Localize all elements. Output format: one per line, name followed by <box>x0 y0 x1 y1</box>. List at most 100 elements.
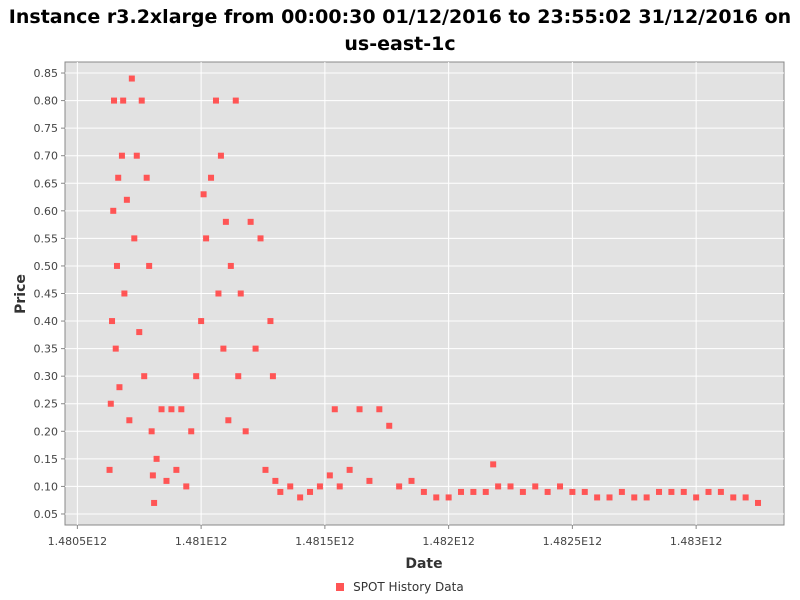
y-tick-label: 0.45 <box>34 288 59 301</box>
data-point <box>544 488 551 495</box>
data-point <box>158 406 165 413</box>
data-point <box>262 466 269 473</box>
grid-lines <box>65 62 784 525</box>
data-point <box>123 196 130 203</box>
data-point <box>115 174 122 181</box>
y-tick-label: 0.60 <box>34 205 59 218</box>
x-tick-label: 1.483E12 <box>670 535 722 548</box>
data-point <box>215 290 222 297</box>
data-point <box>217 152 224 159</box>
data-point <box>386 422 393 429</box>
y-tick-label: 0.10 <box>34 480 59 493</box>
data-point <box>331 406 338 413</box>
data-point <box>717 488 724 495</box>
data-point <box>220 345 227 352</box>
data-point <box>113 262 120 269</box>
data-point <box>153 455 160 462</box>
data-point <box>569 488 576 495</box>
chart-title-line-1: Instance r3.2xlarge from 00:00:30 01/12/… <box>8 6 792 28</box>
data-point <box>138 97 145 104</box>
data-point <box>200 191 207 198</box>
x-tick-label: 1.4825E12 <box>543 535 602 548</box>
data-point <box>242 428 249 435</box>
chart-title-line-2: us-east-1c <box>344 33 456 55</box>
data-point <box>188 428 195 435</box>
data-point <box>136 329 143 336</box>
data-point <box>107 400 114 407</box>
data-point <box>557 483 564 490</box>
x-tick-label: 1.4805E12 <box>48 535 107 548</box>
data-point <box>730 494 737 501</box>
data-point <box>173 466 180 473</box>
data-point <box>106 466 113 473</box>
data-point <box>507 483 514 490</box>
data-point <box>208 174 215 181</box>
data-point <box>482 488 489 495</box>
data-point <box>126 417 133 424</box>
data-point <box>212 97 219 104</box>
y-tick-label: 0.40 <box>34 315 59 328</box>
data-point <box>227 262 234 269</box>
data-point <box>631 494 638 501</box>
chart-title: Instance r3.2xlarge from 00:00:30 01/12/… <box>0 4 800 58</box>
data-point <box>237 290 244 297</box>
y-tick-label: 0.25 <box>34 398 59 411</box>
data-point <box>693 494 700 501</box>
data-point <box>131 235 138 242</box>
data-point <box>163 477 170 484</box>
y-axis-ticks: 0.05 0.10 0.15 0.20 0.25 0.30 0.35 0.40 0.45 0.50… <box>34 67 65 521</box>
x-tick-label: 1.4815E12 <box>295 535 354 548</box>
legend: SPOT History Data <box>0 580 800 594</box>
y-tick-label: 0.30 <box>34 370 59 383</box>
data-point <box>287 483 294 490</box>
data-point <box>252 345 259 352</box>
data-point <box>458 488 465 495</box>
data-point <box>470 488 477 495</box>
x-tick-label: 1.482E12 <box>422 535 474 548</box>
data-point <box>495 483 502 490</box>
data-point <box>168 406 175 413</box>
data-point <box>232 97 239 104</box>
data-point <box>316 483 323 490</box>
data-point <box>118 152 125 159</box>
data-point <box>133 152 140 159</box>
data-point <box>151 499 158 506</box>
data-point <box>755 499 762 506</box>
data-point <box>680 488 687 495</box>
x-tick-label: 1.481E12 <box>175 535 227 548</box>
data-point <box>203 235 210 242</box>
data-point <box>247 218 254 225</box>
data-point <box>222 218 229 225</box>
y-tick-label: 0.20 <box>34 425 59 438</box>
data-point <box>376 406 383 413</box>
y-tick-label: 0.05 <box>34 508 59 521</box>
data-point <box>445 494 452 501</box>
data-point <box>141 373 148 380</box>
data-point <box>420 488 427 495</box>
data-point <box>109 318 116 325</box>
legend-swatch <box>336 583 345 591</box>
data-point <box>272 477 279 484</box>
y-tick-label: 0.50 <box>34 260 59 273</box>
data-point <box>193 373 200 380</box>
data-point <box>618 488 625 495</box>
y-tick-label: 0.80 <box>34 95 59 108</box>
data-point <box>198 318 205 325</box>
data-point <box>235 373 242 380</box>
data-point <box>143 174 150 181</box>
y-tick-label: 0.15 <box>34 453 59 466</box>
data-point <box>269 373 276 380</box>
data-point <box>257 235 264 242</box>
y-tick-label: 0.70 <box>34 150 59 163</box>
data-point <box>396 483 403 490</box>
y-tick-label: 0.35 <box>34 343 59 356</box>
data-point <box>594 494 601 501</box>
legend-label: SPOT History Data <box>353 580 464 594</box>
data-point <box>112 345 119 352</box>
data-point <box>408 477 415 484</box>
y-tick-label: 0.55 <box>34 232 59 245</box>
data-point <box>490 461 497 468</box>
data-point <box>110 207 117 214</box>
data-point <box>519 488 526 495</box>
data-point <box>336 483 343 490</box>
